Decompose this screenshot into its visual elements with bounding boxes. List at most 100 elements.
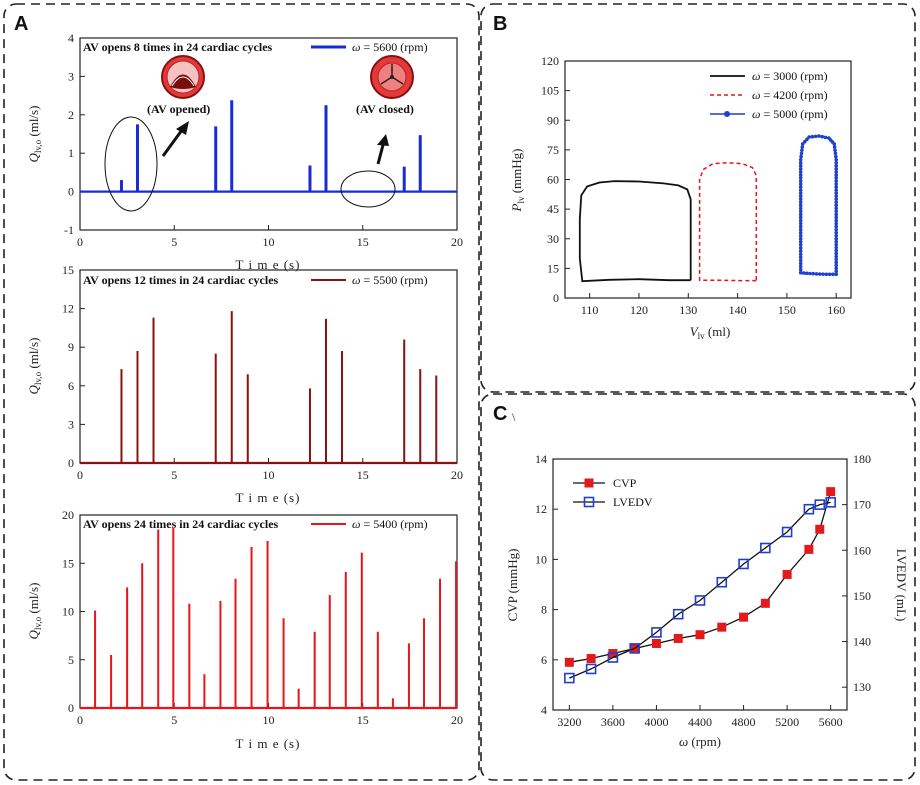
y-ticks: -1 0 1 2 3 4 xyxy=(64,31,85,237)
x-ticks: 3200 3600 4000 4400 4800 5200 5600 xyxy=(557,705,843,729)
pv-loop-marker xyxy=(827,272,832,277)
y-axis-label-right: LVEDV (mL) xyxy=(894,549,909,622)
x-tick-label: 5200 xyxy=(775,715,799,729)
y-tick-label: 14 xyxy=(535,452,547,466)
y-tick-label: 12 xyxy=(62,302,74,316)
pv-loop-marker xyxy=(834,203,839,208)
pv-loop-marker xyxy=(834,176,839,180)
pv-loop-marker xyxy=(798,236,803,241)
pv-loop-marker xyxy=(834,227,839,232)
cvp-marker xyxy=(760,598,770,608)
pv-loop-marker xyxy=(834,194,839,199)
legend-label: ω = 5400 (rpm) xyxy=(352,517,428,531)
panel-a-label: A xyxy=(14,13,28,35)
y-label-unit: (ml/s) xyxy=(26,106,41,140)
pv-loop-marker xyxy=(834,200,839,205)
panel-c-mark: \ xyxy=(512,410,516,424)
x-ticks: 0 5 10 15 20 xyxy=(77,225,463,249)
pv-loop-marker xyxy=(834,263,839,268)
pv-loop-marker xyxy=(823,135,828,140)
pv-loop-marker xyxy=(834,245,839,250)
y-tick-label: 6 xyxy=(68,379,74,393)
y-tick-label-right: 170 xyxy=(853,498,871,512)
chart-title: AV opens 8 times in 24 cardiac cycles xyxy=(83,40,273,54)
x-tick-label: 4800 xyxy=(732,715,756,729)
pv-loop-marker xyxy=(834,209,839,214)
x-tick-label: 5600 xyxy=(819,715,843,729)
pv-loop-marker xyxy=(817,272,822,276)
legend-text: = 5500 (rpm) xyxy=(360,273,427,287)
cvp-marker xyxy=(651,638,661,648)
pv-loop-marker xyxy=(832,145,837,149)
pv-loop-marker xyxy=(799,154,803,159)
y-tick-label: 5 xyxy=(68,653,74,667)
pv-loop-marker xyxy=(798,221,803,226)
pv-loop-marker xyxy=(814,272,819,276)
legend-text: = 5400 (rpm) xyxy=(360,517,427,531)
series-marks xyxy=(564,487,836,684)
panel-c-label: C xyxy=(493,403,507,425)
pv-loop-marker xyxy=(798,188,803,192)
pv-loop-marker xyxy=(803,139,807,144)
pv-loop-marker xyxy=(834,179,839,183)
y-tick-label: 0 xyxy=(68,185,74,199)
pv-loop-marker xyxy=(834,218,839,223)
pv-loop-marker xyxy=(817,134,821,138)
lvedv-marker xyxy=(738,558,749,570)
y-tick-label: 1 xyxy=(68,146,74,160)
valve-open-icon xyxy=(161,55,205,99)
pv-loop-marker xyxy=(834,160,839,165)
pv-loop-marker xyxy=(804,271,809,276)
av-closed-label: (AV closed) xyxy=(356,102,414,116)
pv-loop-marker xyxy=(811,271,815,276)
cvp-marker xyxy=(673,633,683,643)
x-tick-label: 20 xyxy=(451,235,463,249)
pv-loop-marker xyxy=(831,272,835,277)
lvedv-marker xyxy=(607,652,619,663)
pv-loop-marker xyxy=(798,182,803,186)
y-tick-label: 105 xyxy=(541,84,559,98)
pv-loop-marker xyxy=(834,164,839,168)
lvedv-marker xyxy=(781,526,793,538)
panel-b-label: B xyxy=(493,13,507,35)
y-tick-label: 10 xyxy=(535,552,547,566)
chart-b-pv-loops: 0 15 30 45 60 75 90 105 120 110 120 130 140 150 160 ω… xyxy=(509,54,852,341)
pv-loop-marker xyxy=(834,254,839,259)
pv-loop-marker xyxy=(798,185,803,189)
legend-label: LVEDV xyxy=(613,495,653,509)
x-tick-label: 20 xyxy=(451,468,463,482)
y-ticks: 0 3 6 9 12 15 xyxy=(62,263,85,470)
chart-a2-flow-5500: AV opens 12 times in 24 cardiac cycles ω… xyxy=(26,263,463,505)
pv-loop-marker xyxy=(834,230,839,235)
pv-loop-marker xyxy=(834,272,839,277)
y-tick-label: 2 xyxy=(68,108,74,122)
pv-loop-marker xyxy=(834,224,839,229)
pv-loop-marker xyxy=(801,271,806,275)
pv-loop-marker xyxy=(807,135,811,139)
pv-loop-marker xyxy=(834,251,839,256)
chart-c-cvp-lvedv: 4 6 8 10 12 14 130 140 150 160 170 180 3200 3600 400… xyxy=(505,452,909,749)
pv-loop-marker xyxy=(800,148,804,153)
legend-label: ω = 3000 (rpm) xyxy=(752,69,828,83)
pv-loop-marker xyxy=(798,164,803,168)
pv-loop-marker xyxy=(834,215,839,220)
lvedv-marker xyxy=(651,627,662,638)
legend-omega: ω xyxy=(352,40,360,54)
pv-loop-marker xyxy=(834,173,839,177)
y-tick-label: 3 xyxy=(68,69,74,83)
pv-loop-marker xyxy=(805,137,809,142)
pv-loop-marker xyxy=(798,200,803,205)
pv-loop-marker xyxy=(834,266,839,271)
pv-loop-marker xyxy=(798,209,803,214)
x-tick-label: 20 xyxy=(451,713,463,727)
y-tick-label: 8 xyxy=(541,603,547,617)
pv-loop-marker xyxy=(808,271,812,276)
pv-loop-marker xyxy=(798,261,803,266)
x-tick-label: 140 xyxy=(729,303,747,317)
pv-loop-marker xyxy=(834,260,839,265)
lvedv-marker xyxy=(585,663,597,675)
pv-loop-series xyxy=(698,161,758,282)
pv-loop-marker xyxy=(834,257,839,262)
lvedv-marker xyxy=(716,576,728,588)
y-tick-label: 0 xyxy=(553,291,559,305)
